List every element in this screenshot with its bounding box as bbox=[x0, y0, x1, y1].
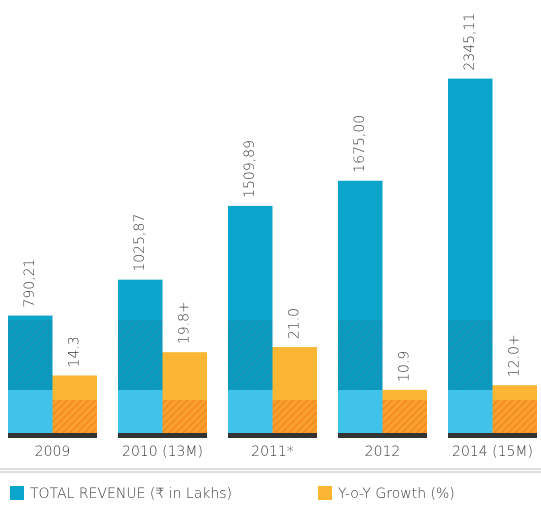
baseline bbox=[448, 433, 537, 438]
x-tick-label: 2011* bbox=[251, 444, 294, 460]
value-label: 2345,11 bbox=[462, 13, 478, 71]
x-tick-label: 2010 (13M) bbox=[122, 444, 203, 460]
x-tick-label: 2009 bbox=[35, 444, 71, 460]
x-tick-label: 2012 bbox=[365, 444, 401, 460]
legend-swatch bbox=[318, 486, 332, 500]
baseline bbox=[8, 433, 97, 438]
value-label: 14.3 bbox=[67, 336, 83, 367]
legend-label: Y-o-Y Growth (%) bbox=[338, 486, 455, 502]
value-label: 1025,87 bbox=[132, 214, 148, 272]
bar-shade bbox=[492, 400, 537, 436]
value-label: 10.9 bbox=[397, 351, 413, 382]
bar-shade bbox=[118, 390, 163, 436]
bar-shade bbox=[338, 390, 383, 436]
bar-shade bbox=[118, 320, 163, 390]
value-label: 1509,89 bbox=[242, 140, 258, 198]
bar-shade bbox=[162, 400, 207, 436]
value-label: 12.0+ bbox=[507, 334, 523, 377]
baseline bbox=[118, 433, 207, 438]
bar-shade bbox=[52, 400, 97, 436]
legend-swatch bbox=[10, 486, 24, 500]
value-label: 19.8+ bbox=[177, 301, 193, 344]
x-tick-label: 2014 (15M) bbox=[452, 444, 533, 460]
bar-shade bbox=[338, 320, 383, 390]
value-label: 21.0 bbox=[287, 308, 303, 339]
bar-shade bbox=[448, 390, 493, 436]
baseline bbox=[338, 433, 427, 438]
legend-label: TOTAL REVENUE (₹ in Lakhs) bbox=[30, 486, 232, 502]
baseline bbox=[228, 433, 317, 438]
bar-shade bbox=[272, 400, 317, 436]
value-label: 1675,00 bbox=[352, 115, 368, 173]
bar-shade bbox=[228, 390, 273, 436]
value-label: 790,21 bbox=[22, 259, 38, 308]
bar-shade bbox=[448, 320, 493, 390]
bar-shade bbox=[8, 320, 53, 390]
bar-shade bbox=[382, 400, 427, 436]
bar-shade bbox=[228, 320, 273, 390]
bar-shade bbox=[8, 390, 53, 436]
